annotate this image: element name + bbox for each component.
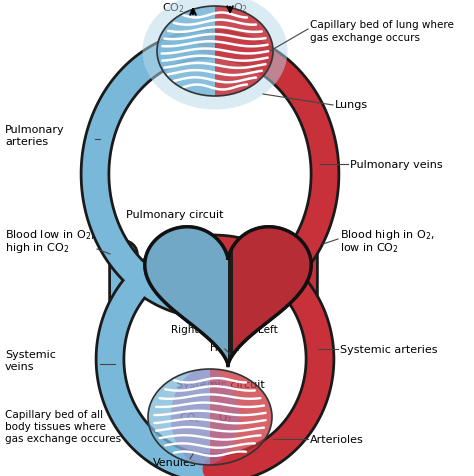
Text: Pulmonary circuit: Pulmonary circuit bbox=[126, 209, 224, 219]
Text: O$_2$: O$_2$ bbox=[233, 1, 248, 15]
Text: gas exchange occures: gas exchange occures bbox=[5, 433, 121, 443]
Text: Heart: Heart bbox=[210, 342, 239, 352]
Bar bbox=[138, 205, 228, 364]
Text: gas exchange occurs: gas exchange occurs bbox=[310, 33, 420, 43]
Text: Lungs: Lungs bbox=[335, 100, 368, 110]
Text: low in CO$_2$: low in CO$_2$ bbox=[340, 240, 399, 254]
Text: Left: Left bbox=[258, 324, 278, 334]
Polygon shape bbox=[145, 228, 311, 366]
Text: Capillary bed of lung where: Capillary bed of lung where bbox=[310, 20, 454, 30]
Text: body tissues where: body tissues where bbox=[5, 421, 106, 431]
Bar bbox=[233, 205, 323, 364]
Text: Right: Right bbox=[171, 324, 199, 334]
Polygon shape bbox=[157, 7, 215, 97]
Text: Pulmonary veins: Pulmonary veins bbox=[350, 159, 443, 169]
Polygon shape bbox=[148, 369, 210, 465]
Text: Pulmonary: Pulmonary bbox=[5, 125, 64, 135]
Text: Blood low in O$_2$,: Blood low in O$_2$, bbox=[5, 228, 95, 241]
Text: Venules: Venules bbox=[153, 457, 197, 467]
Ellipse shape bbox=[171, 369, 239, 465]
Text: Arterioles: Arterioles bbox=[310, 434, 364, 444]
Text: CO$_2$: CO$_2$ bbox=[162, 1, 185, 15]
Text: high in CO$_2$: high in CO$_2$ bbox=[5, 240, 69, 255]
Text: Systemic circuit: Systemic circuit bbox=[176, 379, 264, 389]
Text: Systemic arteries: Systemic arteries bbox=[340, 344, 438, 354]
Text: O$_2$: O$_2$ bbox=[218, 410, 232, 424]
Ellipse shape bbox=[143, 0, 288, 110]
Text: Systemic: Systemic bbox=[5, 349, 56, 359]
Text: CO$_2$: CO$_2$ bbox=[179, 410, 201, 424]
Polygon shape bbox=[210, 369, 272, 465]
Text: veins: veins bbox=[5, 361, 35, 371]
Text: Blood high in O$_2$,: Blood high in O$_2$, bbox=[340, 228, 435, 241]
Text: Capillary bed of all: Capillary bed of all bbox=[5, 409, 103, 419]
Text: arteries: arteries bbox=[5, 137, 48, 147]
Polygon shape bbox=[215, 7, 273, 97]
Polygon shape bbox=[145, 228, 311, 366]
Polygon shape bbox=[145, 228, 311, 366]
